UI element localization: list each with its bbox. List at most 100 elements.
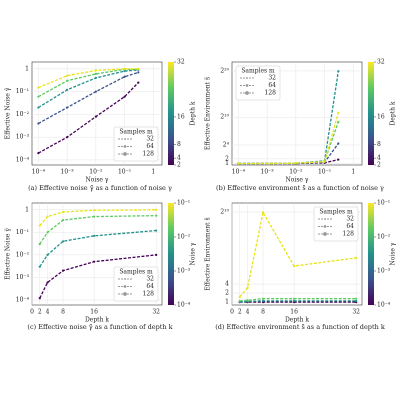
colorbar-tick-label: 2: [377, 162, 381, 169]
y-tick-label: 10⁻⁴: [16, 296, 30, 303]
colorbar-tick-label: 10⁻¹: [177, 200, 190, 207]
data-point: [66, 136, 69, 139]
caption: (b) Effective environment s̃ as a functi…: [216, 183, 384, 192]
legend-title: Samples m: [119, 129, 153, 136]
colorbar-tick-label: 10⁻³: [177, 268, 191, 275]
colorbar-tick-label: 10⁻⁴: [377, 302, 391, 309]
data-point: [46, 231, 49, 234]
data-point: [94, 115, 97, 118]
colorbar-label: Noise γ: [390, 242, 397, 265]
data-point: [238, 295, 241, 298]
data-point: [38, 265, 41, 268]
y-tick-label: 10⁻¹: [16, 88, 29, 95]
colorbar-tick-label: 16: [177, 113, 185, 120]
data-point: [92, 260, 96, 263]
data-point: [37, 151, 40, 155]
data-point: [261, 211, 265, 214]
legend-label: 32: [346, 216, 354, 223]
data-point: [46, 281, 49, 284]
data-point: [37, 122, 40, 125]
x-tick-label: 0: [30, 309, 34, 316]
legend-title: Samples m: [119, 269, 153, 276]
legend-label: 32: [146, 276, 154, 283]
legend-label: 64: [268, 82, 276, 89]
colorbar-tick-label: 10⁻²: [177, 234, 191, 241]
x-tick-label: 1: [351, 169, 355, 176]
data-point: [94, 90, 97, 93]
colorbar: [368, 203, 374, 305]
y-tick-label: 2¹⁰: [220, 114, 229, 121]
y-tick-label: 10⁻²: [16, 111, 30, 118]
y-tick-label: 1: [225, 299, 229, 306]
y-tick-label: 2¹⁰: [220, 209, 229, 216]
data-point: [292, 297, 296, 300]
legend-marker: [124, 278, 126, 280]
data-point: [38, 297, 41, 300]
colorbar-tick-label: 32: [377, 59, 385, 66]
x-tick-label: 2: [38, 309, 42, 316]
y-tick-label: 10⁻²: [16, 251, 30, 258]
y-tick-label: 2: [225, 290, 229, 297]
x-tick-label: 16: [90, 309, 98, 316]
x-tick-label: 0: [230, 309, 234, 316]
colorbar-tick-label: 4: [377, 155, 381, 162]
data-point: [61, 218, 65, 222]
data-point: [292, 264, 296, 268]
data-point: [92, 209, 96, 212]
colorbar-tick-label: 10⁻¹: [377, 200, 390, 207]
data-point: [323, 160, 326, 163]
legend-label: 64: [146, 283, 154, 290]
caption: (a) Effective noise γ̃ as a function of …: [28, 183, 172, 192]
y-axis-label: Effective Environment s̃: [205, 217, 212, 290]
colorbar-label: Depth k: [390, 101, 397, 125]
data-point: [94, 69, 97, 72]
data-point: [246, 286, 249, 289]
legend-label: 64: [146, 143, 154, 150]
data-point: [238, 299, 241, 302]
data-point: [94, 76, 97, 80]
colorbar-tick-label: 2: [177, 162, 181, 169]
y-tick-label: 10⁻⁴: [16, 156, 30, 163]
caption: (d) Effective environment s̃ as a functi…: [215, 322, 385, 331]
data-point: [237, 162, 240, 165]
legend-marker: [124, 138, 126, 140]
x-axis-label: Depth k: [85, 317, 109, 324]
data-point: [94, 72, 97, 76]
y-tick-label: 10⁻¹: [16, 229, 29, 236]
legend-marker: [323, 225, 327, 228]
data-point: [37, 86, 40, 89]
legend-title: Samples m: [241, 68, 275, 75]
legend-marker: [123, 285, 127, 288]
data-point: [92, 234, 96, 237]
x-tick-label: 1: [151, 169, 155, 176]
y-tick-label: 2⁴: [223, 141, 230, 148]
colorbar-label: Noise γ: [190, 242, 197, 265]
legend-marker: [246, 77, 248, 79]
data-point: [46, 253, 49, 256]
colorbar: [368, 62, 374, 165]
data-point: [92, 215, 96, 218]
data-point: [123, 69, 126, 73]
legend-label: 128: [143, 291, 155, 298]
data-point: [337, 120, 340, 124]
colorbar-tick-label: 10⁻⁴: [177, 302, 191, 309]
series-line: [39, 229, 157, 268]
data-point: [246, 299, 249, 302]
data-point: [337, 142, 340, 145]
data-point: [123, 75, 126, 78]
x-tick-label: 10⁻²: [289, 169, 303, 176]
colorbar-tick-label: 32: [177, 59, 185, 66]
caption: (c) Effective noise γ̃ as a function of …: [27, 322, 172, 331]
y-tick-label: 2²⁰: [220, 67, 229, 74]
data-point: [155, 229, 158, 232]
x-tick-label: 10⁻¹: [118, 169, 131, 176]
data-point: [123, 67, 126, 70]
data-point: [137, 67, 140, 70]
data-point: [337, 111, 340, 114]
colorbar-tick-label: 8: [377, 141, 381, 148]
data-point: [66, 88, 69, 91]
legend-title: Samples m: [319, 209, 353, 216]
data-point: [38, 224, 41, 227]
data-point: [66, 74, 69, 77]
legend-marker: [323, 232, 327, 236]
